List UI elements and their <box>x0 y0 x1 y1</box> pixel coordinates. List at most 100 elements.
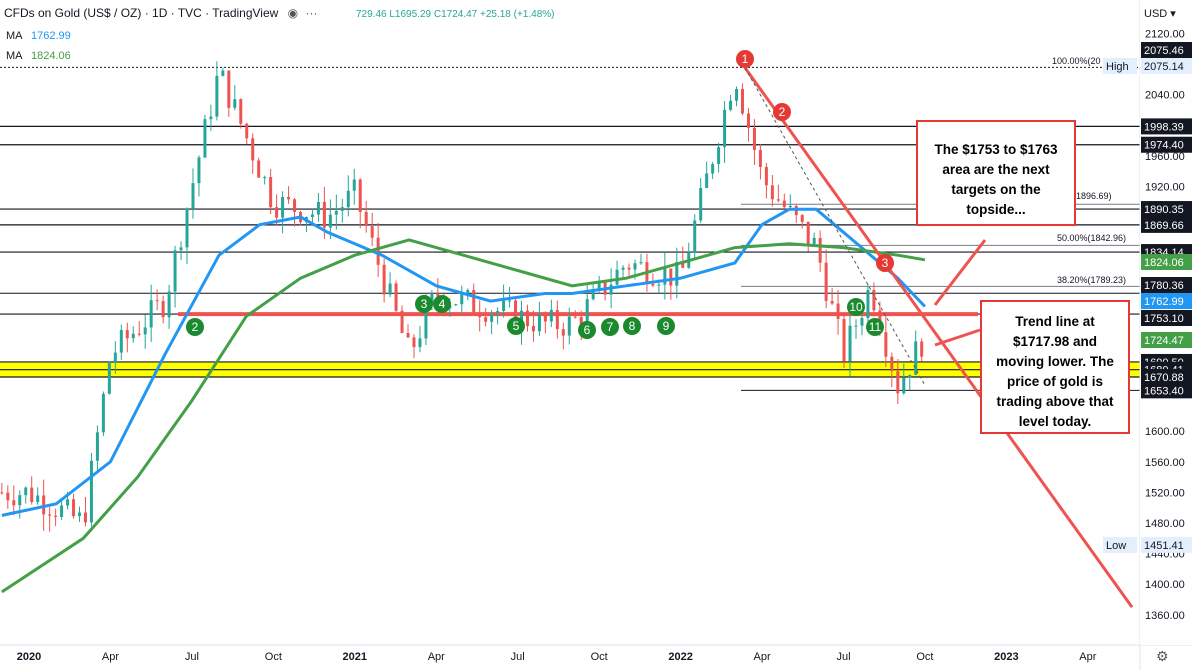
price-label-bg <box>1141 216 1192 233</box>
candle-body <box>591 289 595 300</box>
candle-body <box>263 177 267 179</box>
candle-body <box>735 88 739 101</box>
candle-body <box>95 432 99 461</box>
candle-body <box>746 113 750 128</box>
trendline-arrow <box>934 328 981 347</box>
eye-icon[interactable]: ◉ <box>287 6 299 20</box>
price-label-prefix: High <box>1106 61 1129 73</box>
red-marker-label: 1 <box>742 52 749 66</box>
price-tick: 1360.00 <box>1145 610 1185 622</box>
price-label-bg <box>1141 136 1192 153</box>
price-label: 1824.06 <box>1144 257 1184 269</box>
time-tick: Jul <box>836 651 850 663</box>
price-tick: 1480.00 <box>1145 518 1185 530</box>
time-tick: 2022 <box>668 651 692 663</box>
candle-body <box>496 311 500 314</box>
downward-trendline <box>743 66 1134 609</box>
candle-body <box>454 304 458 306</box>
candle-body <box>693 220 697 254</box>
trendline-callout: Trend line at $1717.98 and moving lower.… <box>980 300 1130 434</box>
time-tick: Jul <box>511 651 525 663</box>
candle-body <box>293 199 297 212</box>
price-tick: 1960.00 <box>1145 151 1185 163</box>
price-label-bg <box>1141 118 1192 135</box>
candle-body <box>514 300 518 329</box>
fib-label: 38.20%(1789.23) <box>1057 275 1126 285</box>
ma-legend-fast[interactable]: MA 1762.99 <box>6 30 71 42</box>
price-label-bg <box>1141 42 1192 58</box>
candle-body <box>567 316 571 336</box>
candle-body <box>155 300 159 302</box>
more-icon[interactable]: ··· <box>305 6 318 20</box>
candle-body <box>113 352 117 363</box>
candle-body <box>161 301 165 318</box>
green-marker-label: 8 <box>629 319 636 333</box>
candle-body <box>848 325 852 362</box>
candle-body <box>48 514 52 516</box>
candle-body <box>191 183 195 209</box>
candle-body <box>621 267 625 270</box>
price-label: 1653.40 <box>1144 385 1184 397</box>
red-marker-label: 2 <box>779 105 786 119</box>
candle-body <box>30 487 34 503</box>
green-marker-label: 3 <box>421 297 428 311</box>
time-tick: Apr <box>428 651 445 663</box>
price-label: 1762.99 <box>1144 296 1184 308</box>
price-tick: 1600.00 <box>1145 426 1185 438</box>
price-label: 1998.39 <box>1144 121 1184 133</box>
candle-body <box>818 237 822 263</box>
green-marker-label: 9 <box>663 319 670 333</box>
candle-body <box>866 289 870 318</box>
price-tick: 1520.00 <box>1145 487 1185 499</box>
candle-body <box>908 374 912 378</box>
green-marker-label: 10 <box>849 300 863 314</box>
candle-body <box>137 333 141 335</box>
candle-body <box>149 300 153 328</box>
ma-legend-slow[interactable]: MA 1824.06 <box>6 50 71 62</box>
candle-body <box>382 264 386 295</box>
candle-body <box>502 300 506 312</box>
time-tick: 2023 <box>994 651 1018 663</box>
price-label: 1869.66 <box>1144 220 1184 232</box>
candle-body <box>663 268 667 285</box>
green-marker-label: 6 <box>584 323 591 337</box>
candle-body <box>896 371 900 394</box>
candle-body <box>227 70 231 108</box>
time-tick: Apr <box>1079 651 1096 663</box>
candle-body <box>257 160 261 178</box>
candle-body <box>221 70 225 76</box>
candle-body <box>310 214 314 218</box>
candle-body <box>66 499 70 506</box>
candle-body <box>460 293 464 305</box>
price-label: 1753.10 <box>1144 313 1184 325</box>
candle-body <box>125 330 129 339</box>
time-tick: Oct <box>265 651 282 663</box>
price-label: 1890.35 <box>1144 204 1184 216</box>
candle-body <box>107 362 111 394</box>
candle-body <box>322 201 326 228</box>
green-marker-label: 2 <box>192 320 199 334</box>
candle-body <box>36 495 40 503</box>
green-marker <box>415 295 433 313</box>
candle-body <box>412 337 416 348</box>
price-label: 1670.88 <box>1144 372 1184 384</box>
candle-body <box>669 268 673 286</box>
settings-icon[interactable]: ⚙ <box>1156 648 1169 664</box>
green-marker <box>601 318 619 336</box>
green-marker <box>623 317 641 335</box>
price-label: 1451.41 <box>1144 540 1184 552</box>
candle-body <box>842 319 846 362</box>
candle-body <box>758 149 762 168</box>
time-tick: Oct <box>591 651 608 663</box>
currency-label: USD ▾ <box>1144 8 1176 20</box>
candle-body <box>681 261 685 268</box>
candle-body <box>752 127 756 150</box>
candle-body <box>902 377 906 394</box>
candle-body <box>914 341 918 375</box>
symbol-title[interactable]: CFDs on Gold (US$ / OZ) · 1D · TVC · Tra… <box>4 6 279 20</box>
candle-body <box>890 356 894 372</box>
candle-body <box>764 167 768 186</box>
candle-body <box>215 75 219 117</box>
price-label: 2075.14 <box>1144 61 1184 73</box>
